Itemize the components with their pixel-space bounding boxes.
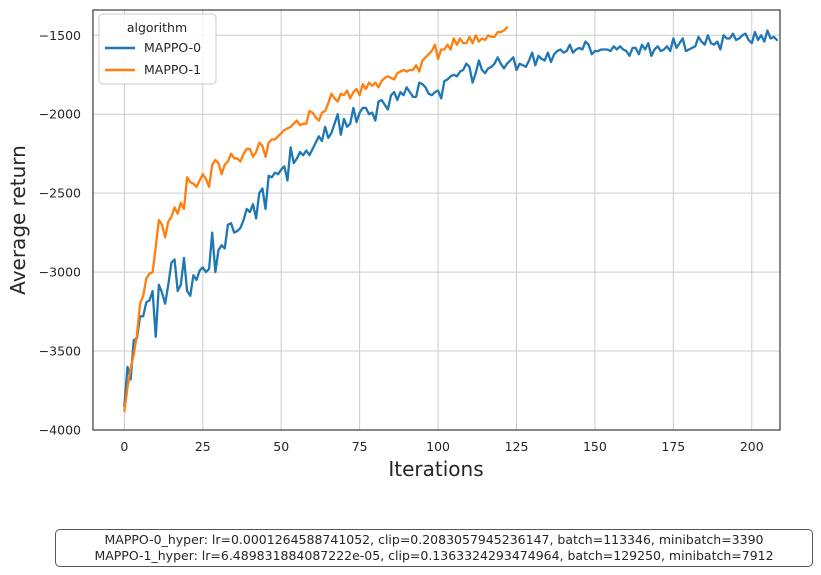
plot-frame (92, 9, 781, 431)
y-tick-label: −4000 (39, 423, 81, 438)
y-tick-label: −3500 (39, 344, 81, 359)
hyper-line-mappo-0: MAPPO-0_hyper: lr=0.0001264588741052, cl… (104, 532, 764, 547)
y-tick-label: −2500 (39, 186, 81, 201)
legend-label-mappo-0: MAPPO-0 (144, 40, 201, 55)
legend-box (98, 13, 217, 85)
x-tick-label: 200 (740, 439, 764, 454)
y-tick-label: −1500 (39, 28, 81, 43)
series-line-mappo-1 (123, 26, 509, 413)
x-axis-title: Iterations (388, 457, 483, 481)
hyperparameter-box: MAPPO-0_hyper: lr=0.0001264588741052, cl… (55, 529, 813, 567)
x-tick-label: 75 (352, 439, 368, 454)
legend: algorithm MAPPO-0 MAPPO-1 (98, 13, 217, 85)
x-tick-label: 50 (273, 439, 289, 454)
hyper-line-mappo-1: MAPPO-1_hyper: lr=6.489831884087222e-05,… (94, 548, 774, 563)
y-tick-label: −3000 (39, 265, 81, 280)
x-tick-label: 175 (661, 439, 685, 454)
line-chart: 0 25 50 75 100 125 150 175 200 −4000 −3500 −3000 −25… (6, 9, 781, 481)
legend-title: algorithm (127, 20, 187, 35)
x-tick-label: 25 (195, 439, 211, 454)
x-tick-label: 100 (426, 439, 450, 454)
y-tick-label: −2000 (39, 107, 81, 122)
legend-label-mappo-1: MAPPO-1 (144, 62, 201, 77)
y-axis-title: Average return (6, 145, 30, 295)
series-line-mappo-0 (123, 29, 779, 408)
tick-labels: 0 25 50 75 100 125 150 175 200 −4000 −3500 −3000 −25… (39, 28, 764, 454)
series-group (123, 26, 779, 413)
x-tick-label: 125 (505, 439, 529, 454)
x-tick-label: 150 (583, 439, 607, 454)
x-tick-label: 0 (120, 439, 128, 454)
